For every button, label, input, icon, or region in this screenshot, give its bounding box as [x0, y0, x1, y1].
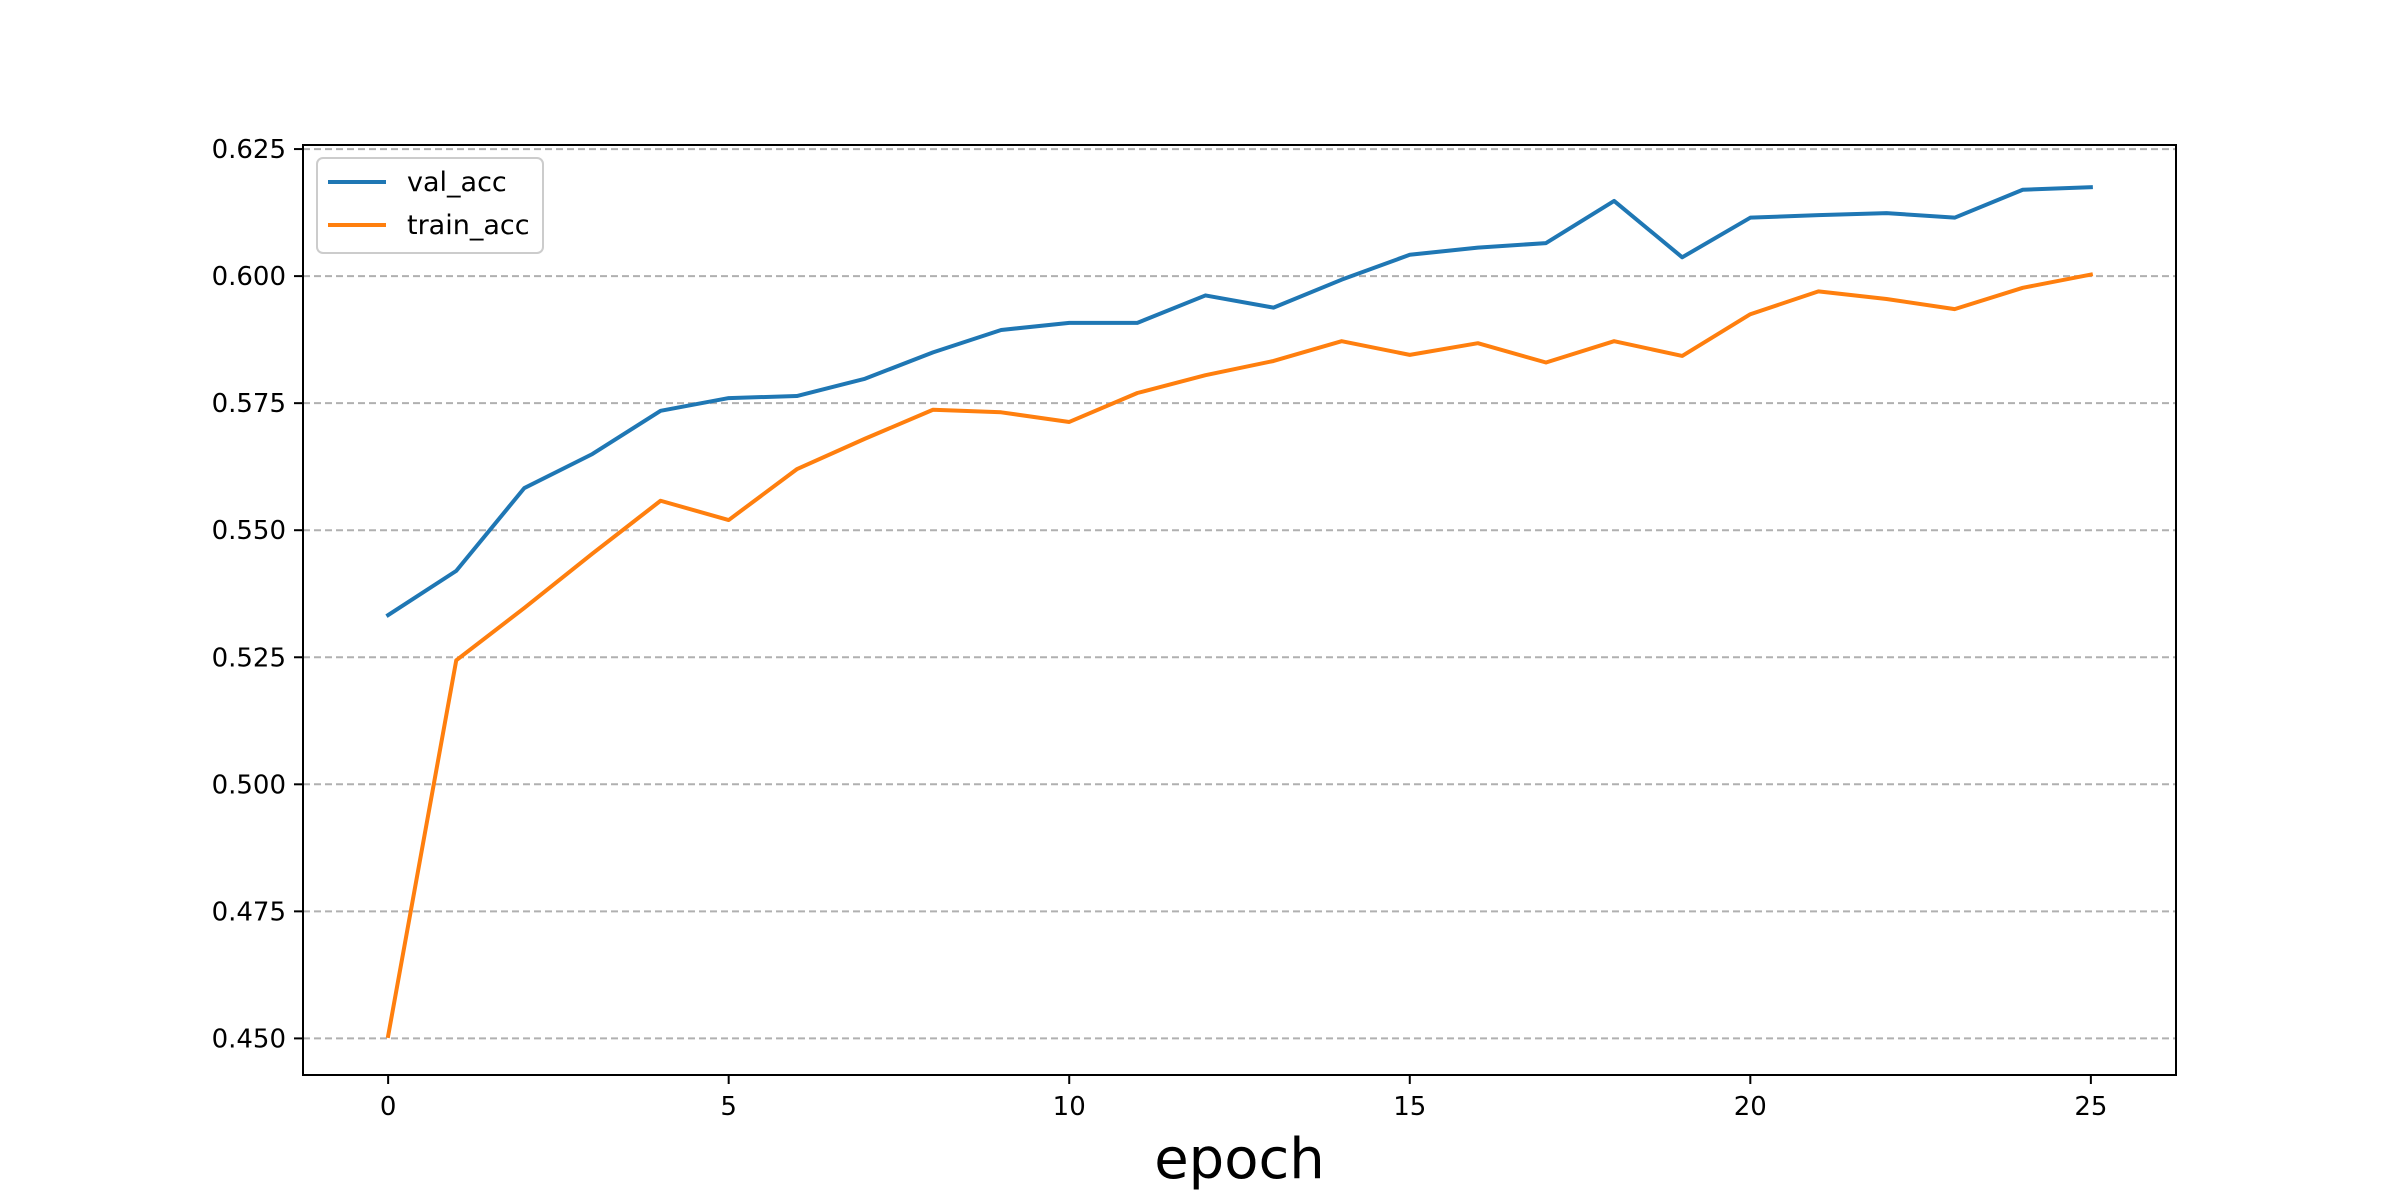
- plot-frame: [302, 144, 2177, 1076]
- series-line-val-acc: [385, 185, 2093, 618]
- legend-label-train-acc: train_acc: [407, 210, 530, 241]
- y-axis-ticks: 0.450 0.475 0.500 0.525 0.550 0.575 0.600 0.625: [212, 135, 303, 1054]
- y-tick-label: 0.575: [212, 389, 286, 419]
- plot-area: [303, 145, 2176, 1075]
- x-tick-label: 20: [1734, 1092, 1767, 1122]
- x-tick-label: 0: [380, 1092, 397, 1122]
- y-tick-label: 0.500: [212, 770, 286, 800]
- legend: val_acc train_acc: [316, 157, 544, 254]
- x-axis-label: epoch: [1154, 1127, 1325, 1192]
- x-tick-label: 15: [1393, 1092, 1426, 1122]
- x-axis-ticks: 0 5 10 15 20 25: [380, 1075, 2107, 1122]
- x-tick-label: 25: [2074, 1092, 2107, 1122]
- y-tick-label: 0.550: [212, 516, 286, 546]
- y-tick-label: 0.600: [212, 262, 286, 292]
- y-tick-label: 0.525: [212, 643, 286, 673]
- y-tick-label: 0.450: [212, 1024, 286, 1054]
- series-lines: [385, 185, 2094, 1039]
- x-tick-label: 5: [720, 1092, 737, 1122]
- legend-label-val-acc: val_acc: [407, 167, 507, 198]
- y-tick-label: 0.475: [212, 897, 286, 927]
- y-tick-label: 0.625: [212, 135, 286, 165]
- gridlines: [303, 148, 2176, 1040]
- x-tick-label: 10: [1053, 1092, 1086, 1122]
- series-line-train-acc: [385, 272, 2094, 1039]
